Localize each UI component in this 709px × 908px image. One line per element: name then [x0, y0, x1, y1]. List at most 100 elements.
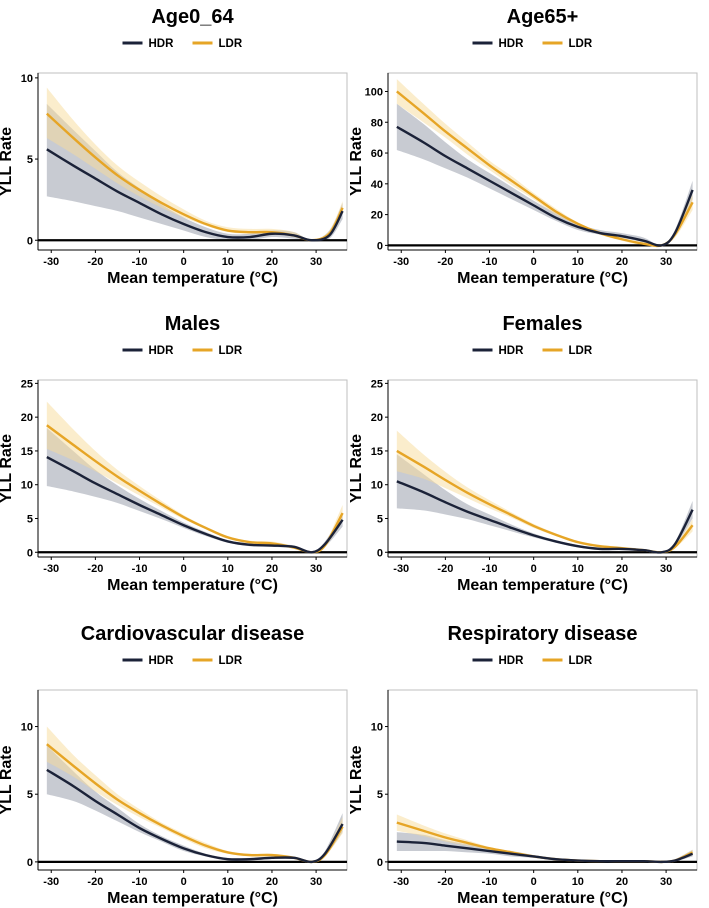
legend-label-hdr: HDR — [149, 655, 175, 667]
series-line-hdr — [396, 840, 694, 864]
x-tick-label: 30 — [660, 256, 672, 268]
legend-label-hdr: HDR — [499, 38, 525, 50]
legend-label-hdr: HDR — [499, 345, 525, 357]
series-line-ldr — [396, 90, 694, 248]
y-axis-title: YLL Rate — [0, 127, 15, 196]
x-tick-label: -30 — [43, 563, 59, 575]
y-tick-label: 0 — [377, 547, 383, 559]
x-tick-label: -20 — [87, 876, 103, 888]
x-tick-label: 10 — [222, 256, 234, 268]
x-tick-label: 0 — [531, 256, 537, 268]
y-axis-title: YLL Rate — [348, 745, 365, 814]
y-tick-label: 20 — [371, 412, 383, 424]
legend-label-ldr: LDR — [219, 38, 243, 50]
x-tick-label: 10 — [222, 563, 234, 575]
legend-label-ldr: LDR — [219, 345, 243, 357]
chart-panel-2: Age65+ HDR LDR 0 20 40 60 80 100 -30 -20 -10 0 10 20 30… — [348, 6, 698, 287]
chart-panel-4: Females HDR LDR 0 5 10 15 20 25 -30 -20 -10 0 10 20 30 M… — [348, 313, 698, 594]
x-tick-label: 0 — [181, 563, 187, 575]
x-tick-label: 30 — [660, 876, 672, 888]
x-tick-label: 20 — [266, 876, 278, 888]
y-tick-label: 0 — [27, 547, 33, 559]
ci-band-ldr — [396, 814, 693, 862]
x-tick-label: -20 — [437, 256, 453, 268]
series-line-hdr — [46, 768, 344, 864]
x-tick-label: 0 — [181, 876, 187, 888]
chart-title: Males — [165, 313, 221, 335]
y-tick-label: 100 — [365, 86, 383, 98]
legend-label-ldr: LDR — [569, 655, 593, 667]
x-axis-title: Mean temperature (°C) — [457, 270, 628, 287]
y-tick-label: 40 — [371, 179, 383, 191]
x-tick-label: 20 — [616, 876, 628, 888]
legend-label-ldr: LDR — [219, 655, 243, 667]
y-tick-label: 5 — [377, 513, 383, 525]
x-tick-label: 20 — [616, 563, 628, 575]
legend-label-ldr: LDR — [569, 38, 593, 50]
x-tick-label: 0 — [181, 256, 187, 268]
x-axis-title: Mean temperature (°C) — [107, 270, 278, 287]
y-tick-label: 5 — [27, 513, 33, 525]
ci-band-hdr — [46, 745, 343, 862]
y-tick-label: 0 — [377, 857, 383, 869]
y-tick-label: 5 — [377, 789, 383, 801]
x-tick-label: 10 — [572, 256, 584, 268]
ci-band-ldr — [396, 430, 693, 553]
chart-legend: HDR LDR — [472, 38, 593, 50]
chart-legend: HDR LDR — [122, 38, 243, 50]
x-axis-title: Mean temperature (°C) — [107, 890, 278, 907]
x-tick-label: -10 — [482, 876, 498, 888]
x-tick-label: -30 — [393, 876, 409, 888]
x-tick-label: -20 — [437, 876, 453, 888]
x-tick-label: -10 — [482, 256, 498, 268]
series-line-hdr — [396, 480, 694, 554]
x-tick-label: 20 — [266, 256, 278, 268]
x-axis-title: Mean temperature (°C) — [457, 577, 628, 594]
y-tick-label: 5 — [27, 789, 33, 801]
y-axis-title: YLL Rate — [0, 434, 15, 503]
chart-panel-6: Respiratory disease HDR LDR 0 5 10 -30 -20 -10 0 1… — [348, 623, 698, 907]
chart-panel-5: Cardiovascular disease HDR LDR 0 5 10 -30 -20 -1… — [0, 623, 348, 907]
y-tick-label: 10 — [21, 480, 33, 492]
chart-title: Females — [502, 313, 582, 335]
x-tick-label: -10 — [132, 256, 148, 268]
y-tick-label: 15 — [371, 446, 383, 458]
y-tick-label: 0 — [27, 235, 33, 247]
x-tick-label: 10 — [572, 876, 584, 888]
x-tick-label: -10 — [482, 563, 498, 575]
x-tick-label: -30 — [393, 256, 409, 268]
x-tick-label: -10 — [132, 563, 148, 575]
legend-label-ldr: LDR — [569, 345, 593, 357]
x-tick-label: -30 — [393, 563, 409, 575]
ci-band-ldr — [46, 87, 343, 241]
x-tick-label: 10 — [222, 876, 234, 888]
legend-label-hdr: HDR — [499, 655, 525, 667]
chart-legend: HDR LDR — [122, 655, 243, 667]
x-axis-title: Mean temperature (°C) — [107, 577, 278, 594]
y-tick-label: 10 — [371, 480, 383, 492]
x-tick-label: 0 — [531, 876, 537, 888]
x-tick-label: 20 — [616, 256, 628, 268]
y-tick-label: 10 — [371, 722, 383, 734]
ci-band-hdr — [46, 103, 343, 241]
y-tick-label: 15 — [21, 446, 33, 458]
y-tick-label: 25 — [21, 378, 33, 390]
x-tick-label: 30 — [660, 563, 672, 575]
y-axis-title: YLL Rate — [0, 745, 15, 814]
x-tick-label: 20 — [266, 563, 278, 575]
y-axis-title: YLL Rate — [348, 127, 365, 196]
y-tick-label: 20 — [21, 412, 33, 424]
y-tick-label: 10 — [21, 73, 33, 85]
x-tick-label: -20 — [87, 563, 103, 575]
y-tick-label: 5 — [27, 154, 33, 166]
chart-panel-3: Males HDR LDR 0 5 10 15 20 25 -30 -20 -10 0 10 20 30 Mea… — [0, 313, 348, 594]
x-tick-label: 30 — [310, 256, 322, 268]
y-tick-label: 25 — [371, 378, 383, 390]
x-tick-label: 10 — [572, 563, 584, 575]
y-tick-label: 60 — [371, 148, 383, 160]
chart-legend: HDR LDR — [472, 345, 593, 357]
legend-label-hdr: HDR — [149, 38, 175, 50]
x-tick-label: -30 — [43, 256, 59, 268]
series-line-hdr — [46, 148, 344, 242]
